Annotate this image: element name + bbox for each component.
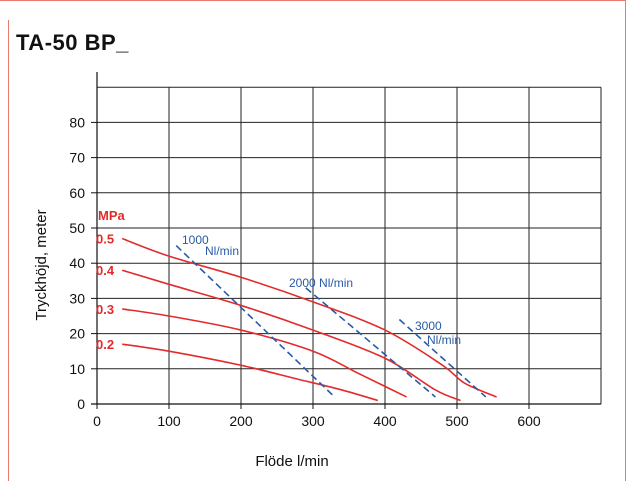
- y-tick-label: 20: [69, 326, 85, 342]
- x-tick-label: 600: [517, 413, 541, 429]
- air-flow-label-1: 1000: [182, 233, 209, 247]
- pressure-curve-0-5: [121, 237, 497, 398]
- y-tick-label: 80: [69, 114, 85, 130]
- air-flow-label-2: 2000 Nl/min: [289, 276, 353, 290]
- air-flow-unit-label-3: Nl/min: [427, 333, 461, 347]
- x-tick-label: 100: [157, 413, 181, 429]
- pressure-curve-0-2: [122, 343, 379, 402]
- y-tick-label: 60: [69, 185, 85, 201]
- air-flow-line-2: [305, 287, 436, 398]
- y-axis-label: Tryckhöjd, meter: [33, 209, 50, 320]
- air-flow-label-3: 3000: [415, 319, 442, 333]
- y-tick-label: 0: [77, 396, 85, 412]
- y-tick-label: 70: [69, 150, 85, 166]
- frame-left-border: [8, 20, 9, 481]
- y-tick-label: 50: [69, 220, 85, 236]
- y-tick-label: 30: [69, 290, 85, 306]
- x-tick-label: 400: [373, 413, 397, 429]
- y-tick-label: 40: [69, 255, 85, 271]
- x-tick-label: 0: [93, 413, 101, 429]
- air-flow-line-3: [398, 318, 487, 398]
- x-tick-label: 300: [301, 413, 325, 429]
- pressure-label-0-4: 0.4: [96, 263, 115, 278]
- air-flow-line-1: [175, 245, 336, 398]
- y-tick-label: 10: [69, 361, 85, 377]
- frame-top-border: [0, 0, 626, 1]
- pressure-curve-0-3: [122, 308, 407, 398]
- chart-title: TA-50 BP_: [16, 30, 129, 55]
- x-tick-label: 200: [229, 413, 253, 429]
- air-flow-unit-label-1: Nl/min: [205, 244, 239, 258]
- pressure-unit-label: MPa: [98, 208, 126, 223]
- x-tick-label: 500: [445, 413, 469, 429]
- pressure-label-0-3: 0.3: [96, 302, 114, 317]
- pressure-label-0-2: 0.2: [96, 337, 114, 352]
- x-axis-label: Flöde l/min: [255, 453, 328, 470]
- pressure-label-0-5: 0.5: [96, 232, 114, 247]
- pressure-curve-0-4: [121, 269, 461, 402]
